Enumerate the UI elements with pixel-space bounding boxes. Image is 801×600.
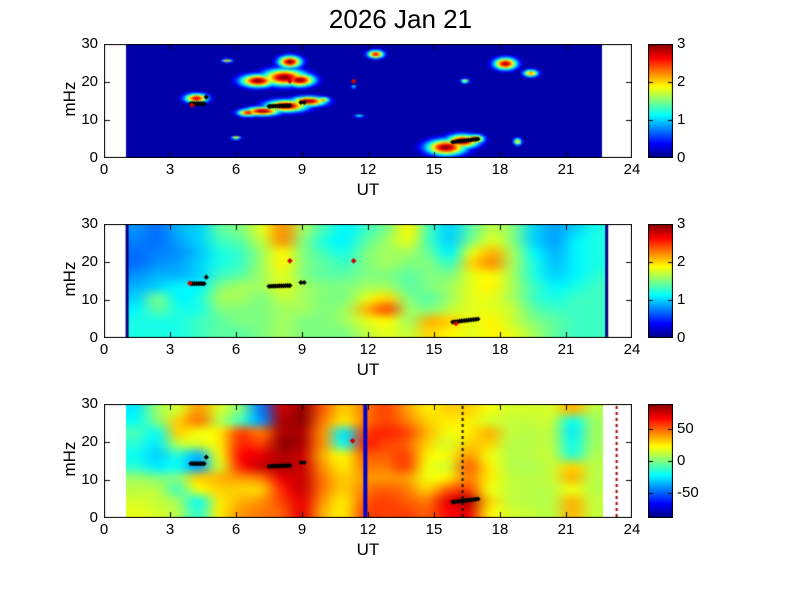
xtick-label-12-panel3: 12 — [359, 521, 377, 538]
xtick-label-9-panel1: 9 — [297, 161, 307, 178]
xtick-label-21-panel1: 21 — [557, 161, 575, 178]
xtick-label-24-panel3: 24 — [623, 521, 641, 538]
ytick-label-20-panel3: 20 — [81, 433, 98, 450]
ytick-label-0-panel3: 0 — [89, 509, 98, 526]
xtick-label-18-panel3: 18 — [491, 521, 509, 538]
xtick-label-6-panel3: 6 — [231, 521, 241, 538]
colorbar-tick-label-3-panel2: 3 — [677, 215, 686, 232]
colorbar-tick-label-1-panel2: 1 — [677, 291, 686, 308]
colorbar-tick-label-50-panel3: 50 — [677, 419, 694, 437]
xtick-label-12-panel1: 12 — [359, 161, 377, 178]
xtick-label-6-panel2: 6 — [231, 341, 241, 358]
colorbar-canvas-wave-power — [648, 44, 673, 158]
colorbar-tick-label-1-panel1: 1 — [677, 111, 686, 128]
xtick-label-9-panel2: 9 — [297, 341, 307, 358]
ytick-label-30-panel3: 30 — [81, 395, 98, 412]
x-axis-label-panel3: UT — [356, 540, 380, 559]
xtick-label-12-panel2: 12 — [359, 341, 377, 358]
xtick-label-24-panel2: 24 — [623, 341, 641, 358]
colorbar-canvas-background-power — [648, 224, 673, 338]
colorbar-tick-label-2-panel1: 2 — [677, 73, 686, 90]
ytick-label-10-panel2: 10 — [81, 291, 98, 308]
xtick-label-0-panel1: 0 — [99, 161, 109, 178]
xtick-label-15-panel3: 15 — [425, 521, 443, 538]
xtick-label-15-panel1: 15 — [425, 161, 443, 178]
heatmap-canvas-wave-power — [104, 44, 632, 158]
ytick-label-30-panel2: 30 — [81, 215, 98, 232]
xtick-label-9-panel3: 9 — [297, 521, 307, 538]
xtick-label-6-panel1: 6 — [231, 161, 241, 178]
xtick-label-21-panel3: 21 — [557, 521, 575, 538]
colorbar-tick-label-0-panel1: 0 — [677, 149, 686, 166]
xtick-label-21-panel2: 21 — [557, 341, 575, 358]
colorbar-tick-label-0-panel2: 0 — [677, 329, 686, 346]
xtick-label-3-panel1: 3 — [165, 161, 175, 178]
y-axis-label-panel3: mHz — [60, 441, 79, 477]
figure-title: 2026 Jan 21 — [328, 4, 473, 34]
colorbar-tick-label--50-panel3: -50 — [677, 484, 699, 502]
ytick-label-20-panel2: 20 — [81, 253, 98, 270]
colorbar-tick-label-0-panel3: 0 — [677, 452, 686, 469]
ytick-label-20-panel1: 20 — [81, 73, 98, 90]
xtick-label-0-panel3: 0 — [99, 521, 109, 538]
xtick-label-18-panel1: 18 — [491, 161, 509, 178]
xtick-label-24-panel1: 24 — [623, 161, 641, 178]
heatmap-canvas-power-difference — [104, 404, 632, 518]
ytick-label-10-panel1: 10 — [81, 111, 98, 128]
x-axis-label-panel2: UT — [356, 360, 380, 379]
x-axis-label-panel1: UT — [356, 180, 380, 199]
xtick-label-3-panel2: 3 — [165, 341, 175, 358]
xtick-label-18-panel2: 18 — [491, 341, 509, 358]
colorbar-tick-label-3-panel1: 3 — [677, 35, 686, 52]
xtick-label-0-panel2: 0 — [99, 341, 109, 358]
ytick-label-10-panel3: 10 — [81, 471, 98, 488]
heatmap-canvas-background-power — [104, 224, 632, 338]
ytick-label-0-panel2: 0 — [89, 329, 98, 346]
xtick-label-3-panel3: 3 — [165, 521, 175, 538]
colorbar-canvas-power-difference — [648, 404, 673, 518]
xtick-label-15-panel2: 15 — [425, 341, 443, 358]
ytick-label-0-panel1: 0 — [89, 149, 98, 166]
ytick-label-30-panel1: 30 — [81, 35, 98, 52]
colorbar-tick-label-2-panel2: 2 — [677, 253, 686, 270]
